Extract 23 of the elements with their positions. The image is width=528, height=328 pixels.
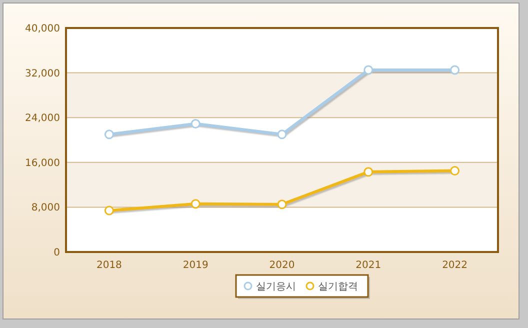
legend-label: 실기합격: [318, 282, 358, 292]
point: [104, 206, 114, 216]
y-tick-label: 16,000: [25, 158, 60, 169]
point: [190, 119, 200, 129]
x-tick-label: 2020: [269, 260, 295, 271]
x-tick-label: 2022: [442, 260, 468, 271]
point: [450, 166, 460, 176]
point: [277, 130, 287, 140]
y-tick-label: 40,000: [25, 24, 60, 34]
legend-label: 실기응시: [256, 282, 296, 292]
point: [364, 167, 374, 177]
y-tick-label: 24,000: [25, 113, 60, 124]
y-tick-label: 8,000: [31, 202, 60, 214]
point: [450, 65, 460, 75]
y-tick-label: 32,000: [25, 68, 60, 80]
point: [104, 130, 114, 140]
x-tick-label: 2019: [182, 260, 208, 271]
point: [190, 199, 200, 209]
y-tick-label: 0: [54, 248, 60, 258]
x-tick-label: 2018: [96, 260, 122, 271]
x-tick-label: 2021: [356, 260, 382, 271]
point: [364, 65, 374, 75]
point: [277, 200, 287, 210]
